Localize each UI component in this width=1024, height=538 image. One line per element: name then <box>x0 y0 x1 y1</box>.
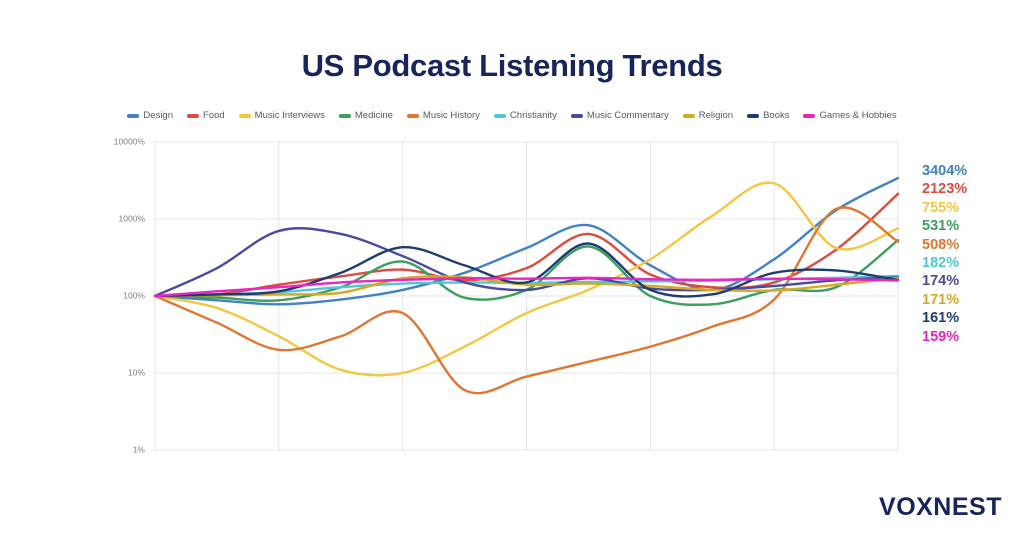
end-value-label-medicine: 531% <box>922 218 960 235</box>
legend-swatch-icon <box>682 113 695 118</box>
y-axis-tick-label: 100% <box>123 290 145 300</box>
legend-item-label: Food <box>203 110 225 121</box>
series-lines-group <box>153 176 900 395</box>
end-value-label-music-history: 508% <box>922 236 960 253</box>
legend-item-label: Religion <box>698 110 734 121</box>
series-line-religion <box>153 275 900 298</box>
end-value-label-music-commentary: 174% <box>922 273 960 290</box>
y-axis-tick-label: 1000% <box>119 213 146 223</box>
end-value-label-design: 3404% <box>922 163 968 179</box>
legend-item-design[interactable]: Design <box>127 110 173 121</box>
legend-swatch-icon <box>570 113 583 118</box>
page-title: US Podcast Listening Trends <box>301 48 723 83</box>
legend-item-medicine[interactable]: Medicine <box>338 110 393 121</box>
legend-item-games-hobbies[interactable]: Games & Hobbies <box>803 110 897 121</box>
legend-item-food[interactable]: Food <box>187 110 225 121</box>
series-end-value-labels: 3404% 2123% 755% 531% 508% 182% 174% 171% 161% 15… <box>922 162 1018 346</box>
y-axis-tick-label: 10% <box>128 367 145 377</box>
legend-item-music-interviews[interactable]: Music Interviews <box>238 110 325 121</box>
y-axis-tick-label: 1% <box>133 444 146 454</box>
legend-item-label: Music Interviews <box>254 110 325 121</box>
legend-item-religion[interactable]: Religion <box>682 110 734 121</box>
series-line-books <box>153 242 900 298</box>
legend-item-books[interactable]: Books <box>747 110 789 121</box>
legend-swatch-icon <box>338 113 351 118</box>
series-line-design <box>153 176 900 306</box>
legend-swatch-icon <box>406 113 419 118</box>
end-value-label-food: 2123% <box>922 181 968 198</box>
legend-item-label: Books <box>763 110 790 121</box>
legend-swatch-icon <box>187 113 199 118</box>
legend-item-christianity[interactable]: Christianity <box>493 110 557 121</box>
legend-item-music-history[interactable]: Music History <box>406 110 480 121</box>
legend-swatch-icon <box>803 113 816 118</box>
gridlines-group <box>154 141 899 451</box>
legend-item-label: Games & Hobbies <box>819 110 897 121</box>
legend-swatch-icon <box>493 113 506 118</box>
legend-item-label: Christianity <box>509 110 557 121</box>
legend-item-label: Medicine <box>354 110 393 121</box>
voxnest-logo: VOXNEST <box>879 493 1002 521</box>
y-axis-tick-label: 10000% <box>114 136 146 146</box>
end-value-label-books: 161% <box>922 310 960 327</box>
end-value-label-games-hobbies: 159% <box>922 328 960 345</box>
legend-swatch-icon <box>747 113 760 118</box>
legend-item-music-commentary[interactable]: Music Commentary <box>570 110 669 121</box>
plot-area: 10000%1000%100%10%1% 2020-01-122020-01-2… <box>0 130 1024 460</box>
chart-legend: Design Food Music Interviews Medicine Music … <box>0 110 1024 121</box>
series-line-games-hobbies <box>153 276 900 298</box>
legend-swatch-icon <box>238 113 251 118</box>
end-value-label-music-interviews: 755% <box>922 199 960 216</box>
y-axis-labels-group: 10000% 1000% 100% 10% 1% <box>114 136 146 454</box>
series-line-music-commentary <box>153 227 900 298</box>
legend-item-label: Music Commentary <box>586 110 669 121</box>
end-value-label-christianity: 182% <box>922 255 960 272</box>
legend-swatch-icon <box>127 113 140 118</box>
legend-item-label: Music History <box>422 110 480 121</box>
legend-item-label: Design <box>143 110 173 121</box>
line-chart-svg: 10000%1000%100%10%1% 2020-01-122020-01-2… <box>114 136 900 454</box>
series-line-music-interviews <box>153 181 900 377</box>
end-value-label-religion: 171% <box>922 291 960 308</box>
